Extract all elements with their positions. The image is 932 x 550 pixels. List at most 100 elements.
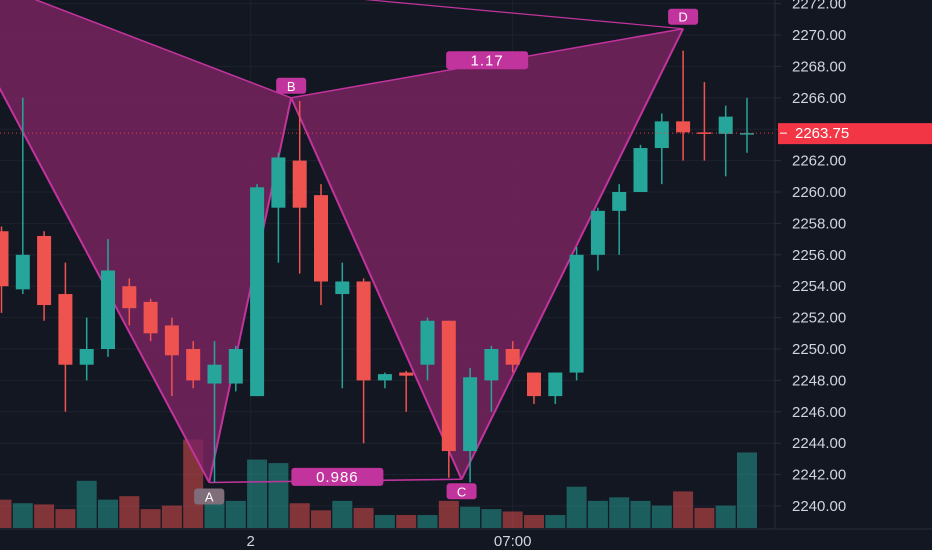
price-tick-label: 2252.00 <box>792 310 846 327</box>
candle[interactable] <box>228 345 243 392</box>
candle[interactable] <box>79 317 94 381</box>
volume-layer <box>0 439 757 528</box>
candle[interactable] <box>0 226 9 313</box>
volume-bar <box>651 505 672 528</box>
candle[interactable] <box>590 207 605 271</box>
candle-body <box>335 281 350 295</box>
volume-bar <box>332 500 353 528</box>
candle-body <box>122 286 137 309</box>
candle[interactable] <box>484 345 499 412</box>
candle[interactable] <box>15 97 30 295</box>
pattern-triangle-xab[interactable] <box>0 0 292 483</box>
candle[interactable] <box>740 97 754 153</box>
volume-bar <box>119 496 140 528</box>
price-tick-label: 2246.00 <box>792 404 846 421</box>
candle-body <box>399 372 414 376</box>
time-axis-label: 07:00 <box>494 533 532 550</box>
candle[interactable] <box>420 317 435 381</box>
volume-bar <box>566 486 587 528</box>
candle-body <box>15 254 30 290</box>
ratio-badge-bd-bg <box>446 51 529 70</box>
candle[interactable] <box>207 341 222 483</box>
candle[interactable] <box>377 372 392 389</box>
ratio-label: 0.986 <box>316 469 359 486</box>
candle[interactable] <box>399 370 414 412</box>
volume-bar <box>268 463 289 528</box>
candle[interactable] <box>633 144 648 192</box>
candle[interactable] <box>505 341 520 373</box>
volume-bar <box>673 491 694 528</box>
candle[interactable] <box>186 341 201 389</box>
pattern-point-c[interactable]: C <box>446 483 477 500</box>
candle[interactable] <box>101 239 115 357</box>
pattern-point-b[interactable]: B <box>276 77 307 94</box>
volume-bar <box>12 503 33 528</box>
price-tick-label: 2256.00 <box>792 247 846 264</box>
volume-bar <box>715 505 736 528</box>
candle[interactable] <box>718 105 733 177</box>
candle[interactable] <box>143 298 158 342</box>
candle[interactable] <box>122 278 137 326</box>
ratio-badge-ac-bg <box>291 467 384 486</box>
price-tick-label: 2268.00 <box>792 58 846 75</box>
candle[interactable] <box>356 278 371 444</box>
candle-body <box>250 187 265 397</box>
time-axis-label: 2 <box>247 533 255 550</box>
candle-body <box>676 121 691 133</box>
harmonic-pattern[interactable] <box>0 0 684 484</box>
pattern-point-d[interactable]: D <box>668 8 699 25</box>
candle[interactable] <box>37 231 52 321</box>
volume-bar <box>247 459 268 528</box>
candle[interactable] <box>612 184 627 255</box>
ratio-badge-ac[interactable]: 0.986 <box>291 467 384 486</box>
ratio-badge-bd[interactable]: 1.17 <box>446 51 529 70</box>
candle[interactable] <box>292 100 307 274</box>
candle[interactable] <box>548 372 563 404</box>
price-tick-label: 2248.00 <box>792 372 846 389</box>
candle[interactable] <box>250 184 265 397</box>
candle-body <box>420 320 435 365</box>
volume-bar <box>225 500 246 528</box>
candle-body <box>548 372 563 397</box>
candle[interactable] <box>676 50 691 161</box>
pattern-point-a[interactable]: A <box>194 488 225 505</box>
candle-body <box>654 121 669 149</box>
pattern-triangle-bcd[interactable] <box>291 28 684 480</box>
candle[interactable] <box>569 246 584 381</box>
price-tick-label: 2242.00 <box>792 467 846 484</box>
volume-bar <box>524 515 544 528</box>
ratio-label: 1.17 <box>471 52 504 69</box>
pattern-leg[interactable] <box>290 97 463 480</box>
pattern-leg[interactable] <box>0 0 211 483</box>
candle-body <box>356 281 371 381</box>
candle[interactable] <box>527 372 541 404</box>
pattern-point-c-bg <box>446 483 477 500</box>
time-axis[interactable] <box>0 529 932 550</box>
candle[interactable] <box>335 262 350 389</box>
pattern-leg[interactable] <box>460 28 684 480</box>
candle[interactable] <box>654 113 669 185</box>
volume-bar <box>460 506 481 528</box>
price-tick-label: 2272.00 <box>792 0 846 13</box>
candle[interactable] <box>271 152 286 263</box>
candle-body <box>612 192 627 211</box>
candle[interactable] <box>463 367 478 483</box>
last-price-badge: 2263.75 <box>778 123 932 145</box>
pattern-point-d-bg <box>668 8 699 25</box>
candle-body <box>164 325 179 356</box>
candle[interactable] <box>58 262 73 412</box>
candle-body <box>441 320 456 452</box>
volume-bar <box>481 509 502 528</box>
price-tick-label: 2240.00 <box>792 498 846 515</box>
price-axis[interactable] <box>775 0 932 529</box>
candle-body <box>37 235 52 306</box>
price-tick-label: 2250.00 <box>792 341 846 358</box>
candle[interactable] <box>164 317 179 397</box>
candle[interactable] <box>314 184 328 306</box>
candle-body <box>314 195 328 282</box>
candle[interactable] <box>441 320 456 478</box>
volume-bar <box>289 503 310 528</box>
ratio-line-xb <box>34 0 292 99</box>
candle[interactable] <box>697 82 712 161</box>
